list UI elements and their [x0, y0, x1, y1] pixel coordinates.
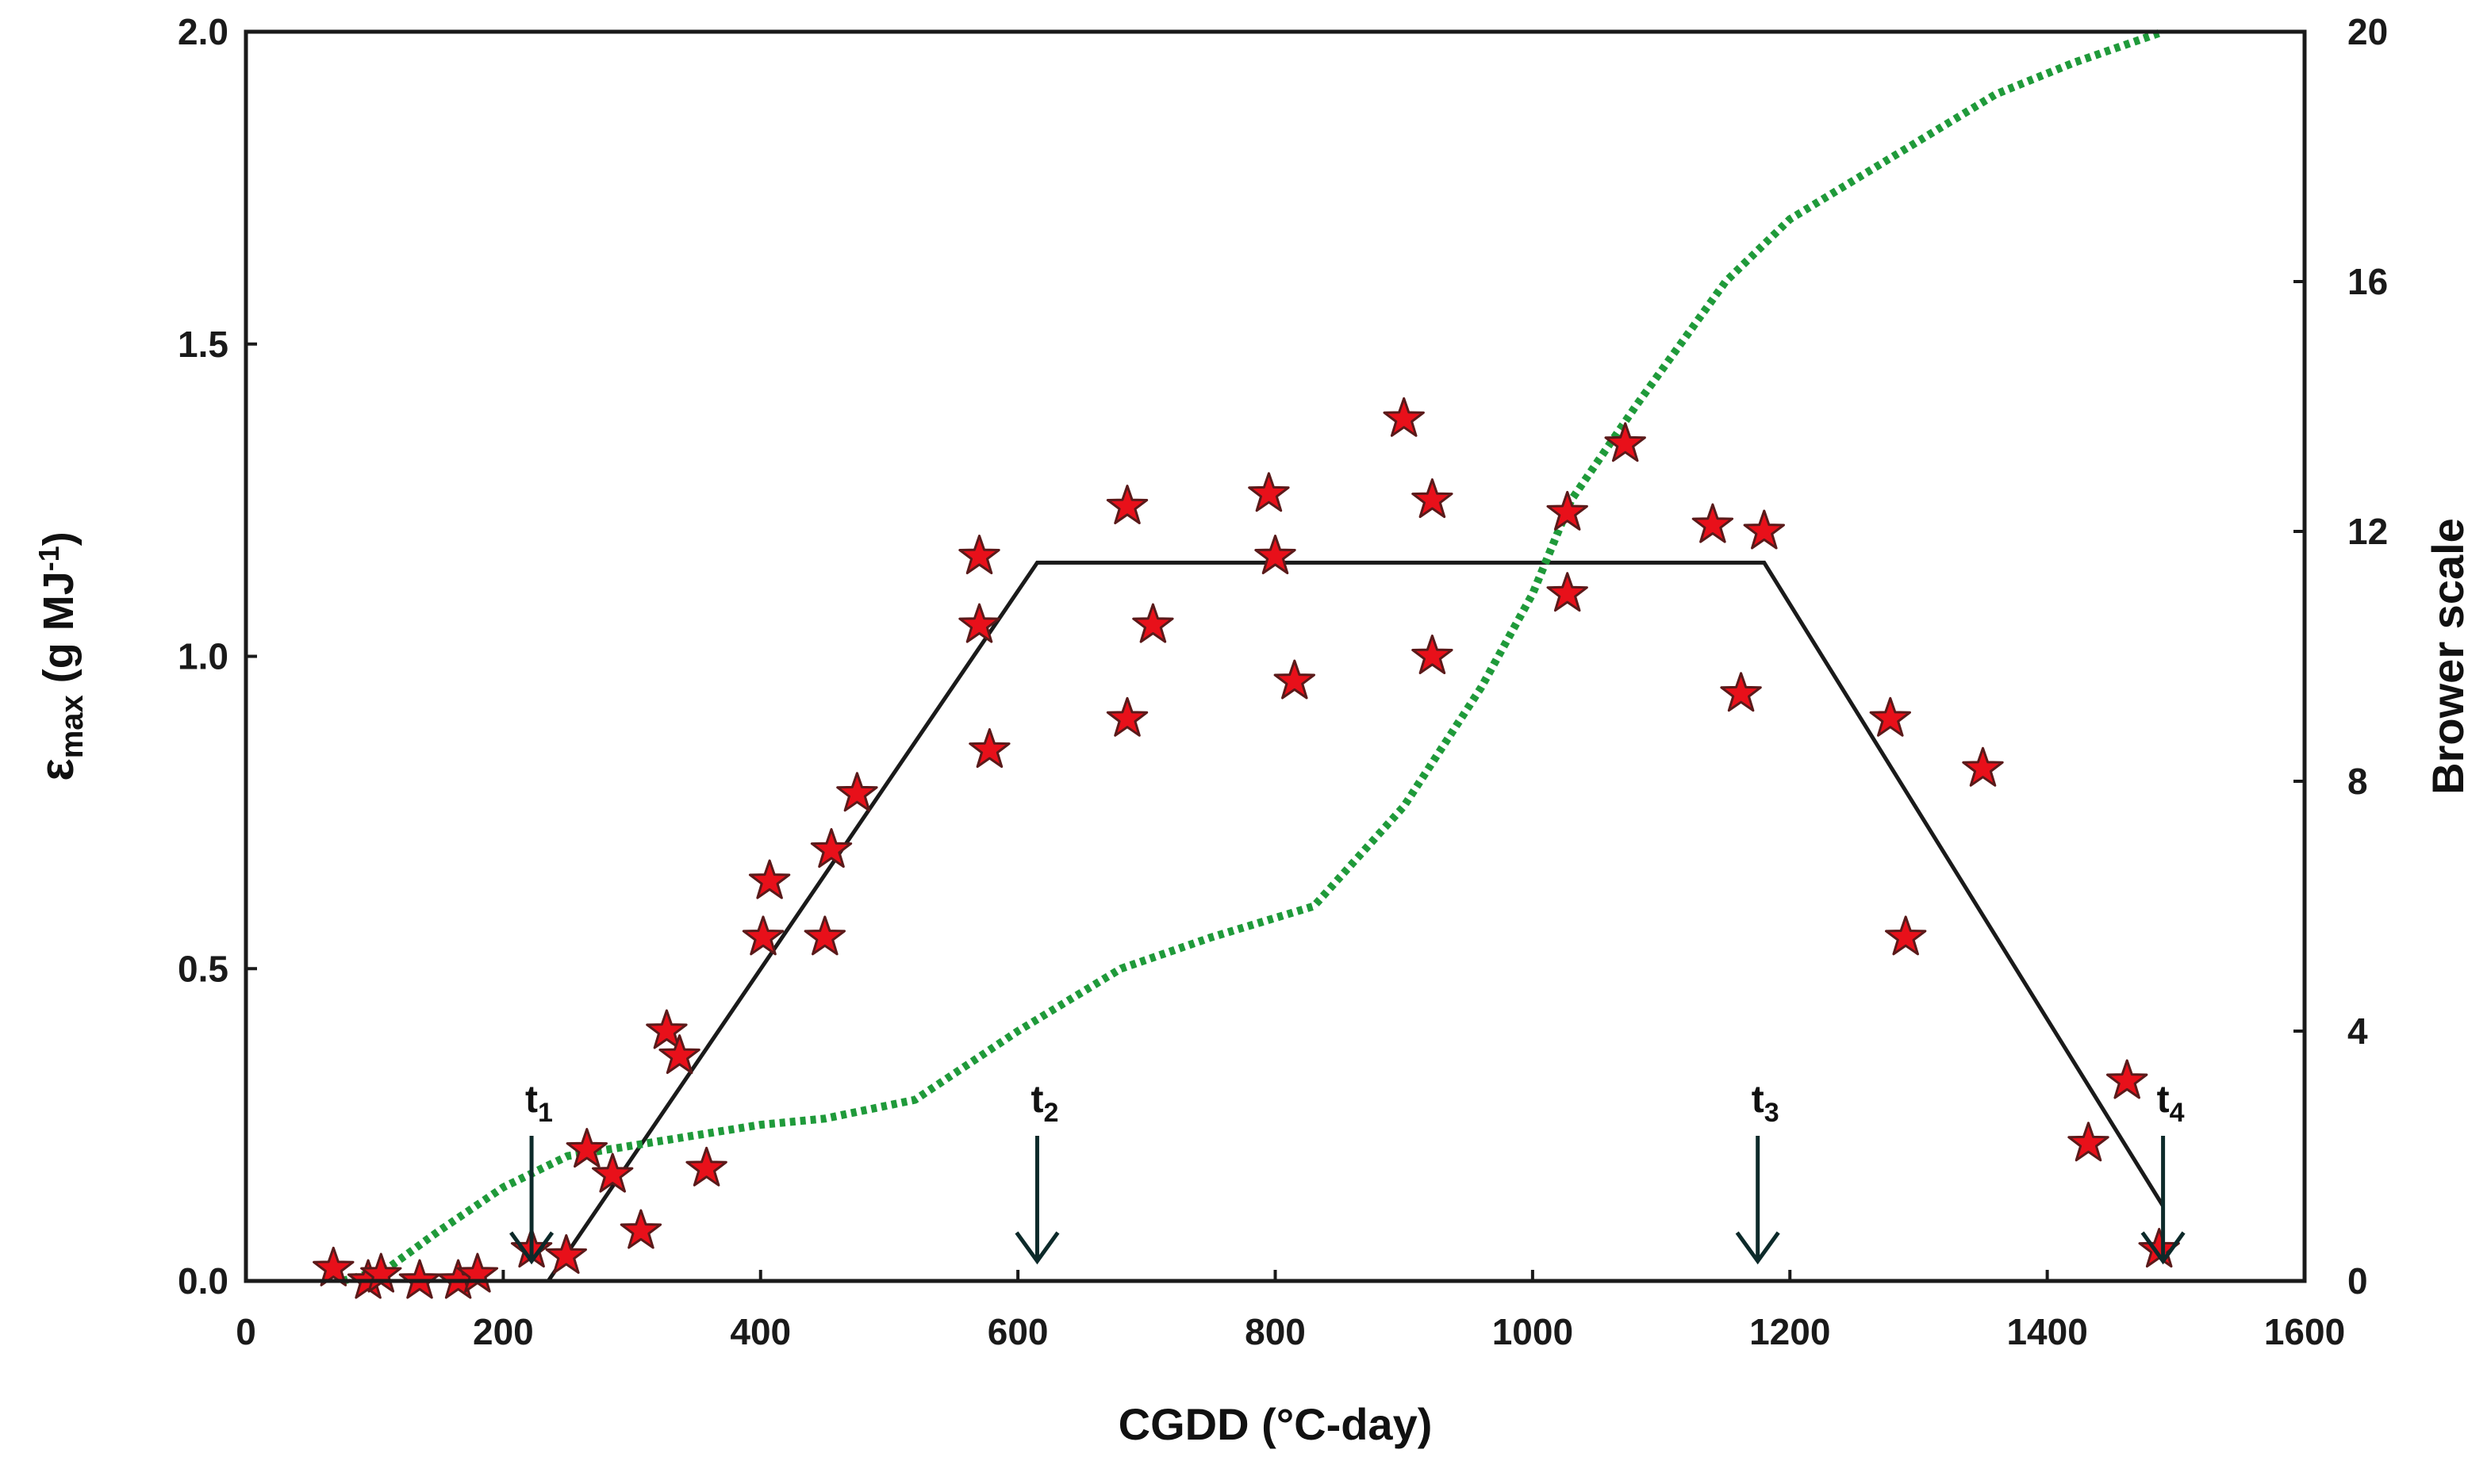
- x-tick-label: 400: [730, 1311, 791, 1352]
- data-point-star-icon: [804, 915, 846, 956]
- data-point-star-icon: [685, 1146, 727, 1187]
- fitted-model-line: [547, 560, 2165, 1283]
- y-tick-label: 2.0: [178, 11, 228, 52]
- y-axis-title-unit-superscript: -1: [33, 546, 65, 571]
- data-point-star-icon: [1743, 509, 1785, 550]
- ticks-layer: 0 200 400 600 800 1000 1200 1400 16000.00.51.01.…: [178, 11, 2388, 1352]
- plot-frame: [244, 29, 2307, 1283]
- x-tick-label: 1600: [2264, 1311, 2345, 1352]
- x-tick-label: 1400: [2006, 1311, 2087, 1352]
- data-point-star-icon: [1248, 472, 1290, 512]
- data-point-star-icon: [1885, 915, 1927, 956]
- data-point-star-icon: [1411, 635, 1453, 674]
- data-point-star-icon: [1106, 696, 1149, 737]
- y2-tick-label: 8: [2347, 761, 2368, 802]
- y-axis-title-symbol: ε: [30, 758, 83, 780]
- y2-tick-label: 0: [2347, 1260, 2368, 1302]
- x-tick-label: 800: [1245, 1311, 1306, 1352]
- data-point-star-icon: [1411, 478, 1453, 519]
- data-point-star-icon: [1604, 422, 1646, 462]
- y-tick-label: 0.0: [178, 1260, 228, 1302]
- y-tick-label: 0.5: [178, 948, 228, 989]
- annotations-layer: t1 t2 t3 t4: [509, 1079, 2186, 1265]
- x-axis-title: CGDD (°C-day): [1119, 1399, 1433, 1449]
- x-tick-label: 600: [988, 1311, 1049, 1352]
- data-point-star-icon: [1691, 503, 1734, 543]
- data-point-star-icon: [810, 828, 853, 869]
- y-axis-title: εmax (g MJ-1): [30, 531, 90, 781]
- arrow-head-icon: [1735, 1231, 1780, 1265]
- y2-tick-label: 20: [2347, 11, 2388, 52]
- arrow-head-icon: [2140, 1231, 2186, 1265]
- data-point-star-icon: [1132, 603, 1174, 643]
- data-point-star-icon: [1720, 672, 1762, 712]
- y-tick-label: 1.5: [178, 324, 228, 365]
- data-point-star-icon: [1546, 572, 1588, 612]
- x-tick-label: 1200: [1749, 1311, 1830, 1352]
- data-point-star-icon: [958, 535, 1000, 574]
- data-point-star-icon: [566, 1128, 608, 1168]
- data-point-star-icon: [620, 1209, 662, 1249]
- time-marker-subscript: 4: [2170, 1098, 2185, 1128]
- data-point-star-icon: [1869, 696, 1911, 737]
- y2-tick-label: 16: [2347, 261, 2388, 302]
- time-marker-letter: t: [525, 1079, 538, 1121]
- data-point-star-icon: [545, 1234, 587, 1274]
- time-marker-letter: t: [2157, 1079, 2170, 1121]
- data-point-star-icon: [1383, 397, 1425, 437]
- arrow-head-icon: [509, 1231, 555, 1265]
- time-marker-letter: t: [1752, 1079, 1764, 1121]
- data-point-star-icon: [2067, 1122, 2109, 1162]
- y2-tick-label: 12: [2347, 511, 2388, 552]
- data-point-star-icon: [1106, 485, 1149, 524]
- y2-axis-title: Brower scale: [2423, 518, 2473, 795]
- series-lines-layer: [341, 28, 2165, 1285]
- x-tick-label: 1000: [1492, 1311, 1573, 1352]
- brower-scale-line: [341, 28, 2165, 1285]
- time-marker-label: t1: [525, 1079, 553, 1128]
- arrow-head-icon: [1015, 1231, 1060, 1265]
- scatter-points-layer: [313, 397, 2180, 1299]
- data-point-star-icon: [1962, 746, 2004, 787]
- data-point-star-icon: [1273, 659, 1315, 700]
- data-point-star-icon: [748, 859, 791, 899]
- data-point-star-icon: [2106, 1059, 2148, 1099]
- data-point-star-icon: [958, 603, 1000, 643]
- time-marker-subscript: 2: [1043, 1098, 1058, 1128]
- y-tick-label: 1.0: [178, 636, 228, 677]
- x-tick-label: 200: [473, 1311, 534, 1352]
- time-marker-label: t3: [1752, 1079, 1779, 1128]
- y-axis-title-unit-close: ): [35, 531, 83, 546]
- time-marker-letter: t: [1031, 1079, 1043, 1121]
- time-marker-label: t2: [1031, 1079, 1058, 1128]
- data-point-star-icon: [1254, 535, 1296, 574]
- y-axis-title-subscript: max: [55, 695, 90, 758]
- data-point-star-icon: [1546, 490, 1588, 531]
- y-axis-title-unit: (g MJ: [35, 571, 83, 695]
- y2-tick-label: 4: [2347, 1010, 2368, 1052]
- data-point-star-icon: [969, 728, 1011, 769]
- x-tick-label: 0: [236, 1311, 256, 1352]
- time-marker-label: t4: [2157, 1079, 2185, 1128]
- time-marker-subscript: 1: [538, 1098, 553, 1128]
- time-marker-subscript: 3: [1764, 1098, 1779, 1128]
